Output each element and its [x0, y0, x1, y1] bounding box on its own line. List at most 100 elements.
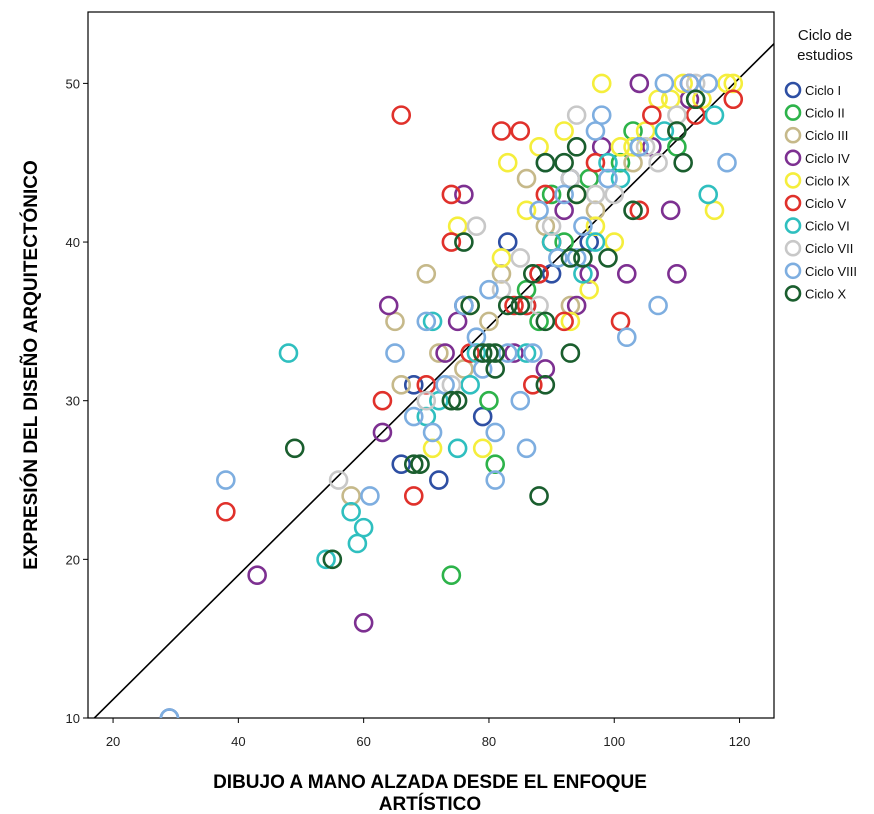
data-point [403, 406, 424, 427]
data-point [284, 438, 305, 459]
data-point [654, 121, 675, 141]
data-point [516, 295, 537, 316]
data-point [516, 200, 537, 221]
data-point [541, 184, 562, 205]
data-point [523, 263, 543, 284]
y-axis-title: EXPRESIÓN DEL DISEÑO ARQUITECTÓNICO [20, 160, 42, 570]
data-point [591, 73, 612, 94]
legend-label: Ciclo III [805, 128, 848, 143]
data-point [441, 232, 462, 252]
data-point [704, 105, 725, 125]
data-point [497, 295, 518, 316]
legend-label: Ciclo II [805, 106, 845, 121]
legend-label: Ciclo V [805, 196, 847, 211]
data-point [623, 200, 643, 221]
data-point [685, 89, 706, 110]
data-point [667, 263, 687, 284]
data-point [554, 184, 574, 205]
data-point [610, 137, 631, 157]
data-point [529, 486, 549, 506]
y-tick-label: 30 [66, 394, 80, 409]
data-point [541, 216, 562, 236]
data-point [560, 248, 581, 268]
data-point [460, 295, 480, 316]
legend-marker [784, 285, 802, 302]
data-point [629, 200, 650, 221]
data-point [598, 248, 618, 268]
data-point [535, 152, 556, 173]
data-point [585, 152, 606, 173]
y-tick-label: 50 [66, 76, 80, 91]
legend-title-line2: estudios [797, 47, 853, 64]
data-point [278, 343, 299, 363]
y-tick-label: 40 [66, 235, 80, 250]
data-point [673, 73, 693, 94]
legend-marker [784, 194, 802, 212]
data-point [560, 343, 581, 363]
data-point [391, 375, 412, 395]
data-point [642, 105, 662, 125]
legend-label: Ciclo VI [805, 219, 850, 234]
data-point [485, 343, 506, 363]
data-point [629, 73, 650, 94]
data-point [585, 232, 606, 252]
legend-label: Ciclo IV [805, 151, 850, 166]
data-point [385, 343, 405, 363]
data-point [566, 137, 587, 157]
data-point [598, 168, 618, 189]
data-point [560, 311, 581, 332]
data-point [698, 184, 719, 205]
data-point [523, 343, 543, 363]
data-point [472, 343, 493, 363]
data-point [429, 470, 449, 490]
data-point [516, 438, 537, 459]
series-10 [284, 89, 706, 570]
data-point [504, 343, 524, 363]
data-point [479, 311, 499, 332]
data-point [441, 565, 462, 586]
data-point [673, 152, 693, 173]
x-tick-label: 80 [482, 734, 496, 749]
data-point [485, 422, 506, 443]
data-point [454, 184, 474, 205]
data-point [497, 343, 518, 363]
data-point [403, 486, 424, 506]
data-point [247, 565, 267, 586]
data-point [516, 343, 537, 363]
data-point [698, 73, 719, 94]
data-point [447, 390, 468, 411]
data-point [510, 121, 531, 141]
data-point [328, 470, 349, 490]
data-point [723, 89, 744, 110]
data-point [460, 375, 480, 395]
data-point [654, 73, 675, 94]
legend-marker [784, 217, 802, 234]
legend-marker [784, 149, 802, 167]
data-point [616, 327, 637, 348]
data-point [216, 470, 236, 490]
data-point [341, 501, 361, 522]
data-point [491, 248, 512, 268]
series-9 [159, 73, 737, 718]
data-point [648, 152, 668, 173]
data-point [573, 248, 593, 268]
data-point [510, 295, 531, 316]
data-point [510, 248, 531, 268]
data-point [510, 390, 531, 411]
x-axis: 20 40 60 80 100 120 [106, 718, 750, 749]
y-tick-label: 20 [66, 552, 80, 567]
data-point [391, 454, 412, 474]
data-point [535, 375, 556, 395]
data-point [466, 216, 487, 236]
data-point [667, 121, 687, 141]
data-point [422, 422, 443, 443]
data-point [648, 295, 668, 316]
legend-marker [784, 81, 802, 99]
data-point [554, 311, 574, 332]
data-point [566, 105, 587, 125]
x-tick-label: 40 [231, 734, 245, 749]
data-point [660, 200, 681, 221]
data-point [360, 486, 380, 506]
x-tick-label: 100 [603, 734, 625, 749]
